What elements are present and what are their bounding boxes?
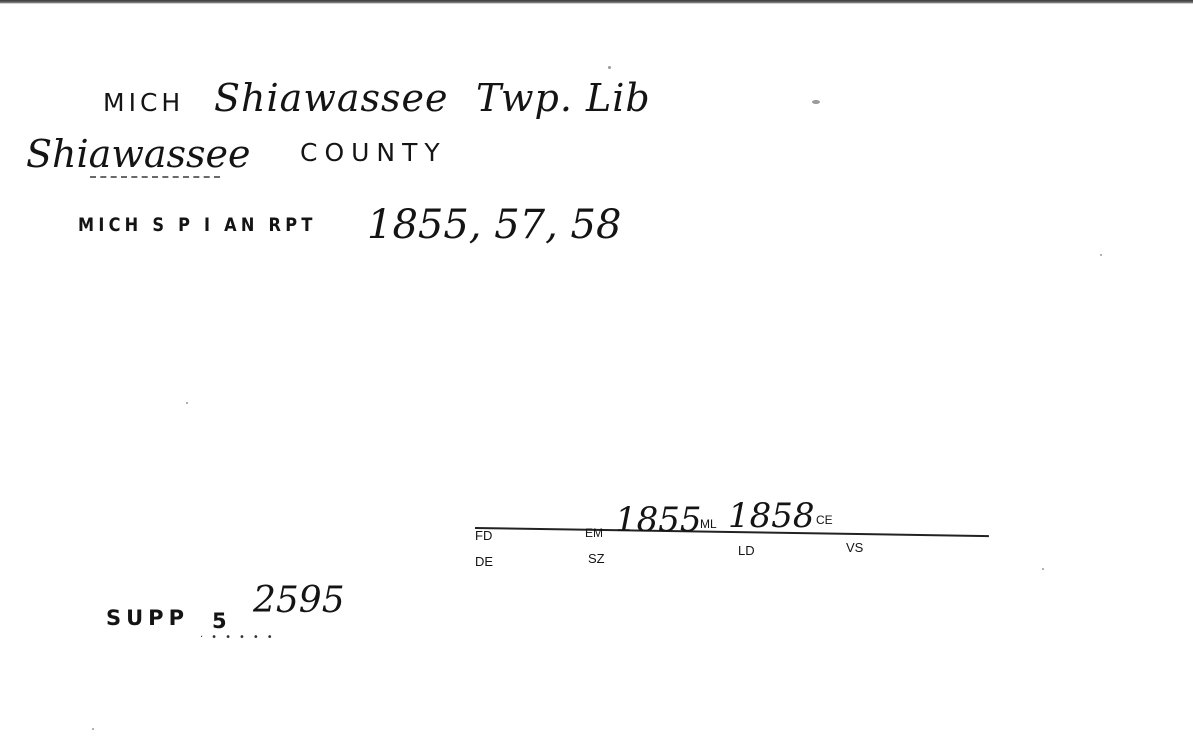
supplement-label: SUPP <box>106 606 189 630</box>
library-name: Shiawassee <box>214 76 448 120</box>
county-underline <box>90 176 220 178</box>
source-code: MICH S P I AN RPT <box>78 214 317 236</box>
county-name: Shiawassee <box>26 132 250 176</box>
scan-speck <box>608 66 611 69</box>
scan-speck <box>186 402 188 404</box>
source-years: 1855, 57, 58 <box>367 202 621 248</box>
field-value-ml: 1858 <box>728 496 815 536</box>
field-label-sz: SZ <box>588 551 605 566</box>
scan-speck <box>1100 254 1102 256</box>
state-abbreviation: MICH <box>103 88 184 117</box>
county-label: COUNTY <box>300 138 447 167</box>
scan-speck <box>812 100 820 104</box>
scan-speck <box>92 728 94 730</box>
supplement-value: 2595 <box>253 580 345 621</box>
field-label-ce: CE <box>816 513 833 527</box>
field-label-vs: VS <box>846 540 863 555</box>
field-value-em: 1855 <box>615 500 702 540</box>
supplement-number: 5 <box>212 609 227 633</box>
field-label-ml: ML <box>700 517 717 531</box>
card-top-edge <box>0 0 1193 4</box>
library-suffix: Twp. Lib <box>476 76 651 120</box>
field-label-de: DE <box>475 554 493 569</box>
field-label-fd: FD <box>475 528 492 543</box>
stamp-dots: ·••••• <box>200 632 281 643</box>
field-label-ld: LD <box>738 543 755 558</box>
scan-speck <box>1042 568 1044 570</box>
field-label-em: EM <box>585 526 603 540</box>
